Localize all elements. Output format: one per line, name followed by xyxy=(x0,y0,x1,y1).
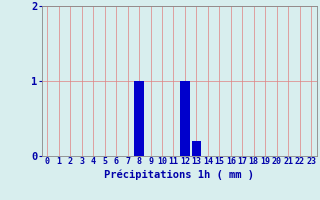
Bar xyxy=(134,81,144,156)
Bar xyxy=(192,141,201,156)
Bar xyxy=(180,81,190,156)
X-axis label: Précipitations 1h ( mm ): Précipitations 1h ( mm ) xyxy=(104,169,254,180)
